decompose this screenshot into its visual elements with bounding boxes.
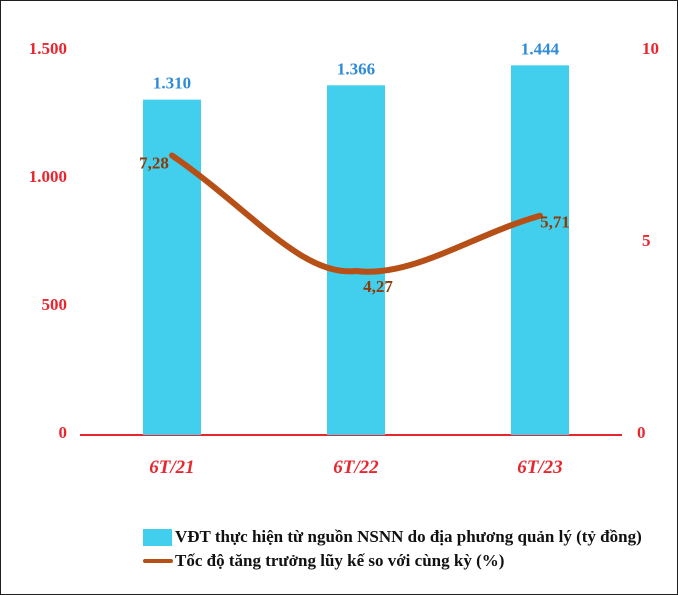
bar xyxy=(511,65,569,435)
category-labels: 6T/21 6T/22 6T/23 xyxy=(149,457,562,478)
category-label: 6T/22 xyxy=(333,457,379,478)
right-y-tick-label: 0 xyxy=(637,423,646,442)
legend: VĐT thực hiện từ nguồn NSNN do địa phươn… xyxy=(143,525,663,573)
line-value-label: 4,27 xyxy=(363,277,393,296)
line-value-labels: 7,28 4,27 5,71 xyxy=(139,153,570,296)
right-y-tick-labels: 0 5 10 xyxy=(637,39,659,442)
legend-line-swatch xyxy=(143,559,173,563)
bar-value-label: 1.310 xyxy=(153,74,191,93)
legend-line-label: Tốc độ tăng trưởng lũy kế so với cùng kỳ… xyxy=(175,551,505,570)
left-y-tick-label: 1.500 xyxy=(29,39,67,58)
legend-bar-swatch xyxy=(143,528,172,546)
legend-item-line: Tốc độ tăng trưởng lũy kế so với cùng kỳ… xyxy=(143,549,663,573)
growth-line xyxy=(169,152,543,275)
bar xyxy=(143,99,201,435)
legend-item-bar: VĐT thực hiện từ nguồn NSNN do địa phươn… xyxy=(143,525,663,549)
bar-series xyxy=(143,65,569,435)
category-label: 6T/21 xyxy=(149,457,194,478)
legend-bar-label: VĐT thực hiện từ nguồn NSNN do địa phươn… xyxy=(175,527,642,546)
line-value-label: 5,71 xyxy=(540,213,570,232)
right-y-tick-label: 10 xyxy=(642,39,659,58)
bar-value-label: 1.366 xyxy=(337,59,375,78)
line-value-label: 7,28 xyxy=(139,153,169,172)
left-y-tick-labels: 0 500 1.000 1.500 xyxy=(29,39,67,442)
bar-value-labels: 1.310 1.366 1.444 xyxy=(153,39,560,92)
category-label: 6T/23 xyxy=(517,457,562,478)
left-y-tick-label: 500 xyxy=(42,295,68,314)
left-y-tick-label: 1.000 xyxy=(29,167,67,186)
bar xyxy=(327,85,385,435)
bar-value-label: 1.444 xyxy=(521,39,560,58)
left-y-tick-label: 0 xyxy=(59,423,68,442)
right-y-tick-label: 5 xyxy=(642,231,651,250)
